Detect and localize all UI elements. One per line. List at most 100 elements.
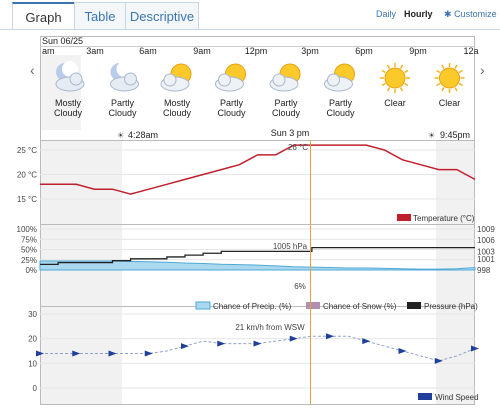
night-shade-evening: [436, 141, 474, 224]
legend-swatch: [418, 393, 432, 400]
tab-divider: [0, 29, 500, 30]
tab-graph[interactable]: Graph: [12, 2, 75, 30]
condition-label-line1: Partly: [111, 98, 135, 108]
y-tick-label: 0%: [25, 266, 37, 275]
night-shade-evening: [436, 307, 474, 404]
condition-label-line1: Partly: [220, 98, 244, 108]
legend-label: Chance of Snow (%): [323, 302, 397, 311]
condition-label-line2: Cloudy: [163, 108, 192, 118]
legend-swatch: [407, 302, 421, 309]
wind-arrow-icon: [434, 357, 443, 364]
sun-icon: [434, 63, 465, 93]
y-tick-label-right: 1009: [477, 225, 495, 234]
precip-annotation: 6%: [294, 282, 306, 291]
wind-arrow-icon: [181, 343, 189, 350]
sun-ray: [381, 82, 386, 87]
hour-label: 6pm: [355, 46, 373, 56]
hour-label: am: [42, 46, 55, 56]
sun-cloud-icon: [324, 63, 355, 92]
graph-frame: [40, 36, 475, 405]
hour-label: 3am: [86, 46, 104, 56]
temperature-chart: 15 °C 20 °C 25 °C 26 °C Temperature (°C): [17, 143, 476, 223]
condition-item: Clear: [380, 63, 410, 108]
cloud-puff: [272, 73, 286, 87]
wind-arrow-icon: [289, 335, 298, 342]
y-tick-label-right: 1006: [477, 236, 495, 245]
wind-arrow-icon: [398, 348, 407, 354]
wind-arrow-icon: [108, 350, 117, 357]
moon-cloud-icon: [55, 61, 85, 92]
sun-ray: [399, 64, 404, 69]
pressure-annotation: 1005 hPa: [273, 242, 308, 251]
sun-ray: [458, 82, 463, 87]
hour-labels: am 3am 6am 9am 12pm 3pm 6pm 9pm 12a: [42, 46, 479, 56]
y-tick-label: 10: [28, 359, 37, 368]
y-tick-label: 20: [28, 335, 37, 344]
sun-disc: [384, 67, 406, 89]
legend-label: Chance of Precip. (%): [213, 302, 292, 311]
sun-ray: [454, 87, 458, 92]
sun-ray: [386, 87, 391, 92]
tab-descriptive[interactable]: Descriptive: [125, 2, 199, 30]
condition-label-line1: Mostly: [55, 98, 82, 108]
condition-label-line1: Partly: [329, 98, 353, 108]
legend-swatch: [306, 302, 320, 309]
sun-cloud-icon: [215, 63, 246, 92]
condition-label-line1: Clear: [439, 98, 461, 108]
y-tick-label: 0: [33, 384, 38, 393]
y-tick-label: 20 °C: [17, 171, 37, 180]
legend-swatch: [397, 214, 411, 221]
condition-label-line2: Cloudy: [108, 108, 137, 118]
chevron-right-icon[interactable]: ›: [480, 62, 485, 78]
wind-annotation: 21 km/h from WSW: [235, 323, 305, 332]
sun-ray: [399, 87, 404, 92]
y-tick-label-right: 998: [477, 266, 491, 275]
wind-arrow-icon: [471, 345, 479, 352]
y-tick-label-right: 1003: [477, 247, 495, 256]
sun-ray: [436, 82, 441, 87]
sun-disc: [439, 67, 460, 89]
chevron-left-icon[interactable]: ‹: [30, 62, 35, 78]
wind-arrow-icon: [144, 350, 153, 357]
y-tick-label: 30: [28, 310, 37, 319]
hourly-link[interactable]: Hourly: [404, 9, 433, 19]
wind-chart: 0 10 20 30 21 km/h from WSW Wind Speed: [28, 310, 479, 402]
hour-label: 3pm: [301, 46, 319, 56]
tab-table[interactable]: Table: [74, 2, 126, 30]
temperature-annotation: 26 °C: [288, 143, 308, 152]
condition-label-line1: Partly: [274, 98, 298, 108]
sun-cloud-icon: [269, 63, 301, 92]
legend-swatch: [195, 301, 211, 310]
cloud-puff: [124, 72, 137, 86]
hour-label: 12pm: [245, 46, 268, 56]
sun-ray: [458, 69, 463, 74]
view-tabs: Graph Table Descriptive: [0, 0, 500, 30]
customize-link[interactable]: ✱ Customize: [444, 9, 497, 20]
date-label: Sun 06/25: [42, 36, 83, 46]
wind-arrow-icon: [217, 340, 226, 347]
customize-label: Customize: [454, 9, 497, 19]
daily-link[interactable]: Daily: [376, 9, 397, 19]
y-tick-label: 15 °C: [17, 195, 37, 204]
condition-label-line2: Cloudy: [54, 108, 83, 118]
night-shade-evening: [436, 225, 474, 306]
y-tick-label: 100%: [17, 225, 37, 234]
hour-label: 9pm: [409, 46, 427, 56]
sun-ray: [441, 87, 445, 92]
precip-area: [39, 260, 476, 271]
gear-icon: ✱: [444, 9, 452, 19]
hour-label: 9am: [193, 46, 211, 56]
cursor-label: Sun 3 pm: [271, 128, 310, 138]
hour-label: 6am: [139, 46, 157, 56]
sun-ray: [381, 69, 386, 74]
wind-arrow-icon: [72, 350, 81, 357]
cloud-puff: [163, 73, 177, 87]
sunset-time: 9:45pm: [440, 130, 470, 140]
wind-arrow-icon: [253, 340, 262, 347]
